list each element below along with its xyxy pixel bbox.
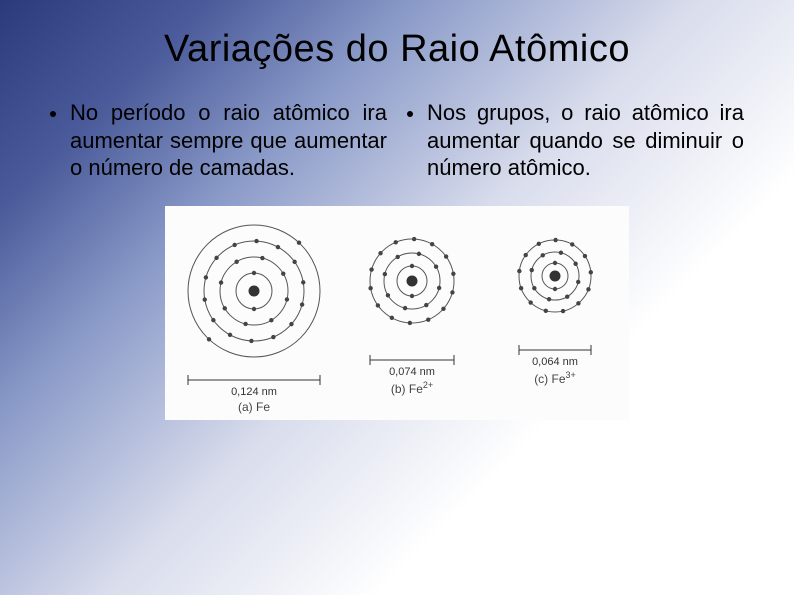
scale-value: 0,074 nm: [389, 366, 435, 378]
scale-bar: 0,064 nm: [517, 342, 593, 368]
scale-value: 0,124 nm: [231, 386, 277, 398]
content-columns: No período o raio atômico ira aumentar s…: [50, 99, 744, 182]
scale-value: 0,064 nm: [532, 356, 578, 368]
bullet-icon: [407, 111, 413, 117]
atom-label: (a) Fe: [238, 400, 270, 414]
diagram-area: 0,124 nm (a) Fe 0,074 nm (b) Fe2+ 0,064 nm (c…: [50, 206, 744, 420]
slide-title: Variações do Raio Atômico: [50, 28, 744, 71]
atom-label: (c) Fe3+: [534, 370, 576, 386]
bullet-text-left: No período o raio atômico ira aumentar s…: [70, 99, 387, 182]
atom-shell-diagram: [495, 216, 615, 336]
atom-c: 0,064 nm (c) Fe3+: [495, 216, 615, 414]
right-column: Nos grupos, o raio atômico ira aumentar …: [407, 99, 744, 182]
bullet-text-right: Nos grupos, o raio atômico ira aumentar …: [427, 99, 744, 182]
atom-label: (b) Fe2+: [391, 380, 433, 396]
atom-shell-diagram: [347, 216, 477, 346]
scale-bar: 0,074 nm: [368, 352, 456, 378]
left-column: No período o raio atômico ira aumentar s…: [50, 99, 387, 182]
bullet-icon: [50, 111, 56, 117]
atom-shell-diagram: [179, 216, 329, 366]
scale-bar: 0,124 nm: [186, 372, 322, 398]
atom-a: 0,124 nm (a) Fe: [179, 216, 329, 414]
atom-b: 0,074 nm (b) Fe2+: [347, 216, 477, 414]
atom-diagram-box: 0,124 nm (a) Fe 0,074 nm (b) Fe2+ 0,064 nm (c…: [165, 206, 629, 420]
